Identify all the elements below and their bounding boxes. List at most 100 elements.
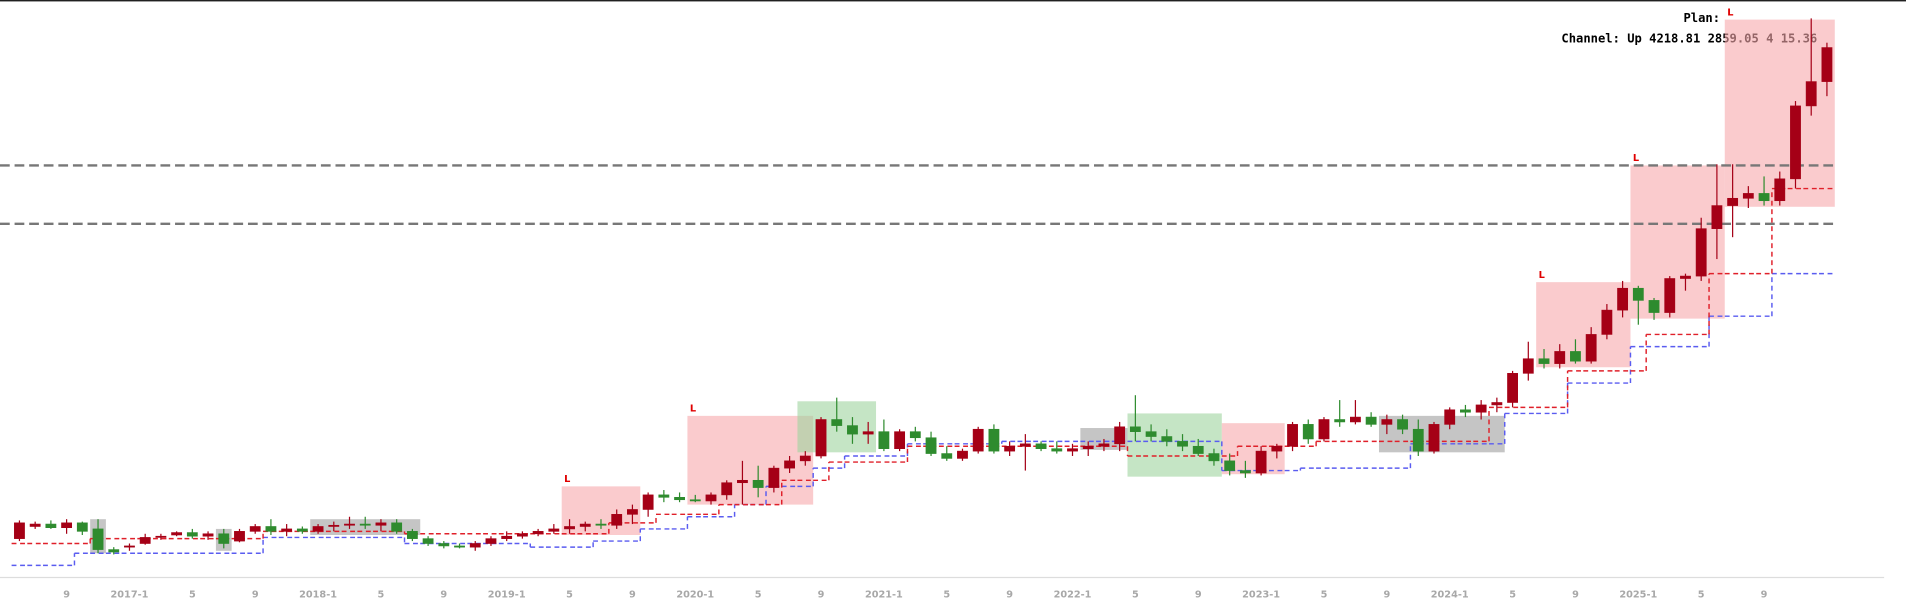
candle-body [768,467,780,488]
candle-body [1114,426,1126,445]
x-tick-label: 2021-1 [865,590,903,601]
candle-body [595,523,607,526]
x-tick-label: 9 [1195,590,1202,601]
candle-body [359,523,371,526]
candle-body [752,479,764,488]
zone-label: L [1539,270,1545,281]
candle-body [1460,409,1471,413]
candle-body [1350,416,1361,423]
candle-body [139,537,151,544]
candle-body [1177,441,1188,447]
candle-body [1585,334,1597,362]
x-tick-label: 9 [440,590,447,601]
candle-body [1067,448,1078,452]
candle-body [1428,424,1440,452]
candle-body [658,494,670,498]
candle-body [234,531,245,542]
candle-body [1805,81,1817,107]
candle-body [1334,419,1346,423]
x-tick-label: 2022-1 [1054,590,1092,601]
candle-body [1648,300,1660,313]
candle-body [92,528,104,550]
candle-body [124,545,135,548]
candle-body [186,532,198,537]
x-tick-label: 5 [755,590,762,601]
x-tick-label: 2017-1 [111,590,149,601]
candle-body [1695,228,1707,277]
candle-body [1758,193,1770,202]
candle-body [108,549,120,553]
candle-body [391,522,403,532]
candle-body [548,528,560,532]
zone-label: L [1727,7,1733,18]
x-tick-label: 9 [1572,590,1579,601]
candle-body [1239,470,1251,474]
x-tick-label: 5 [1509,590,1516,601]
x-tick-label: 2018-1 [299,590,337,601]
candle-body [815,419,827,457]
candle-body [564,526,575,530]
candle-body [862,431,874,435]
candle-body [611,514,623,526]
candle-body [1287,424,1298,447]
candle-body [1161,436,1173,442]
zone-label: L [564,474,570,485]
candle-body [265,526,277,532]
x-tick-label: 2019-1 [488,590,526,601]
candle-body [1208,453,1220,462]
candle-body [76,522,88,532]
candle-body [1664,278,1676,313]
x-tick-label: 2020-1 [676,590,714,601]
candle-body [281,528,293,532]
candle-body [1790,105,1801,180]
x-tick-label: 9 [818,590,825,601]
candle-body [988,428,1000,452]
candle-body [847,425,858,435]
candle-body [579,523,591,527]
candle-body [1129,426,1141,432]
candle-body [1821,47,1833,82]
candle-body [1522,358,1534,374]
candle-body [1680,275,1691,279]
candle-body [1507,373,1518,403]
candle-body [1318,419,1330,440]
candle-body [454,545,465,548]
candle-body [249,526,261,532]
candle-body [799,455,811,462]
candle-body [406,531,418,539]
candle-body [1444,409,1456,425]
x-tick-label: 2025-1 [1619,590,1657,601]
x-tick-label: 2024-1 [1431,590,1469,601]
x-tick-label: 5 [1321,590,1328,601]
zone-label: L [690,404,696,415]
candle-body [218,533,230,544]
candle-body [516,533,528,537]
candle-body [1004,445,1016,452]
candle-body [485,538,497,544]
candle-body [894,431,906,449]
candle-body [1617,287,1629,311]
candle-body [1412,428,1424,452]
candle-body [1727,197,1739,206]
candle-body [1381,419,1393,425]
candle-body [171,532,183,536]
x-tick-label: 9 [252,590,259,601]
chart-title: Plan: [1684,11,1721,25]
candle-body [45,523,57,529]
candle-body [674,497,685,501]
candle-body [1145,431,1157,437]
candle-body [1192,445,1204,454]
lines [11,187,1835,567]
candle-body [1365,416,1377,425]
x-tick-label: 9 [1761,590,1768,601]
candle-body [1538,358,1550,364]
candle-body [1082,445,1094,449]
candle-body [501,535,513,539]
candle-body [61,522,73,529]
candle-body [642,494,654,510]
candle-body [909,431,921,439]
candle-body [1491,402,1503,406]
candle-body [1475,404,1487,413]
candle-body [1302,424,1314,440]
